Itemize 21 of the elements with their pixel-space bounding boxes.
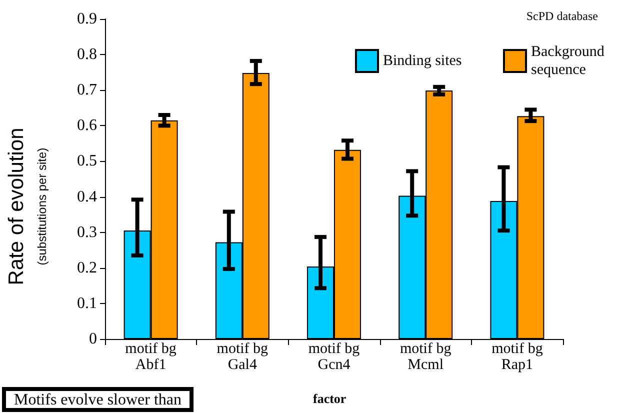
legend-label: Binding sites [383,53,462,69]
y-tick-label: 0.1 [77,294,97,312]
y-tick-label: 0 [89,330,97,348]
y-tick-label: 0.2 [77,259,97,276]
y-tick-label: 0.7 [77,82,97,99]
y-tick-label: 0.4 [77,188,97,206]
x-tick-label: motif bg Mcml [400,341,452,373]
y-tick-label: 0.9 [77,10,97,28]
x-tick-label: motif bg Gcn4 [308,341,360,373]
y-tick-label: 0.6 [77,117,97,134]
annotation: ScPD database [526,9,598,23]
y-axis-title: Rate of evolution (substitutions per site) [5,128,49,286]
y-tick-label: 0.8 [77,46,97,64]
y-tick-label: 0.5 [77,152,97,170]
text: Motifs evolve slower than [14,392,182,408]
legend-label: Background sequence [531,44,608,78]
y-tick-label: 0.3 [77,224,97,241]
text: factor [313,391,346,406]
x-tick-label: motif bg Gal4 [216,341,269,373]
x-tick-label: motif bg Abf1 [125,341,177,373]
x-tick-label: motif bg Rap1 [492,341,544,373]
